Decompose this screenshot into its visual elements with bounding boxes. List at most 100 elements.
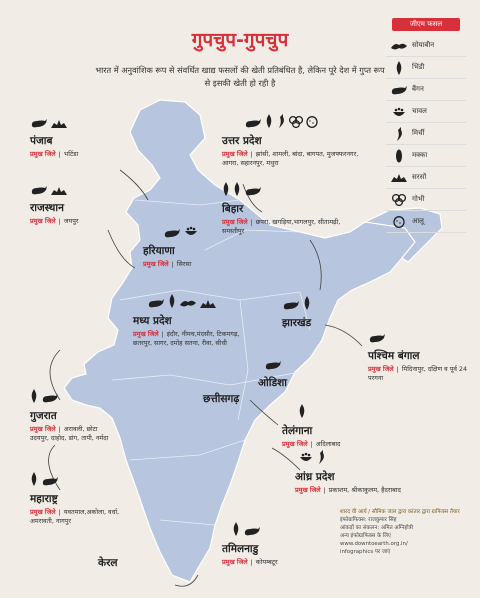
okra-icon xyxy=(232,521,240,540)
region-kerala: केरल xyxy=(98,556,117,570)
legend-label: सोयाबीन xyxy=(412,41,435,49)
legend-label: मिर्ची xyxy=(412,129,425,137)
brinjal-icon xyxy=(244,113,262,132)
brinjal-icon xyxy=(163,223,181,242)
region-punjab: पंजाब प्रमुख जिले | भटिंडा xyxy=(30,119,79,159)
okra-icon xyxy=(298,403,306,422)
brinjal-icon xyxy=(30,113,48,132)
okra-icon xyxy=(168,293,176,312)
legend: जीएम फसल सोयाबीन भिंडी बैंगन चावल मिर्ची मक्क… xyxy=(386,18,466,233)
brinjal-icon xyxy=(264,355,282,374)
region-odisha: ओडिशा xyxy=(258,361,287,390)
okra-icon xyxy=(303,295,311,314)
region-name: तेलंगाना xyxy=(282,425,313,437)
maize-icon xyxy=(386,149,412,163)
mustard-icon xyxy=(386,173,412,182)
region-rajasthan: राजस्थान प्रमुख जिले | जयपुर xyxy=(30,186,79,226)
legend-item: सरसों xyxy=(386,167,466,189)
district-label: प्रमुख जिले xyxy=(143,260,169,268)
region-name: पश्चिम बंगाल xyxy=(368,350,420,362)
legend-label: भिंडी xyxy=(412,63,425,71)
brinjal-icon xyxy=(368,328,386,347)
soybean-icon xyxy=(179,293,197,312)
legend-item: चावल xyxy=(386,101,466,123)
district-list: कोयम्बटूर xyxy=(255,558,278,566)
region-tn: तमिलनाडु प्रमुख जिले | कोयम्बटूर xyxy=(222,522,332,567)
state-borders xyxy=(111,199,311,526)
district-label: प्रमुख जिले xyxy=(30,508,56,516)
region-name: छत्तीसगढ़ xyxy=(203,393,240,405)
district-list: छपरा, खगड़िया,भागलपुर, सीतामढ़ी, समस्तीप… xyxy=(222,218,341,235)
potato-icon xyxy=(386,215,412,228)
brinjal-icon xyxy=(147,293,165,312)
district-label: प्रमुख जिले xyxy=(30,425,56,433)
region-gujarat: गुजरात प्रमुख जिले | अरावली, छोटा उदयपुर, … xyxy=(30,389,110,443)
chilli-icon xyxy=(386,126,412,141)
region-name: महाराष्ट्र xyxy=(30,493,58,505)
region-name: राजस्थान xyxy=(30,202,64,214)
mustard-icon xyxy=(51,113,67,132)
okra-icon xyxy=(233,181,241,200)
district-label: प्रमुख जिले xyxy=(368,365,394,373)
credit-link[interactable]: www.downtoearth.org.in/ xyxy=(340,541,408,547)
region-bihar: बिहार प्रमुख जिले | छपरा, खगड़िया,भागलपुर,… xyxy=(222,182,362,236)
region-ap: आंध्र प्रदेश प्रमुख जिले | प्रकाशम, श्रीका… xyxy=(295,450,425,495)
northeast-region xyxy=(362,207,443,263)
cauliflower-icon xyxy=(386,193,412,206)
district-list: भटिंडा xyxy=(63,150,79,158)
chilli-icon xyxy=(276,113,286,132)
district-label: प्रमुख जिले xyxy=(133,330,159,338)
region-name: झारखंड xyxy=(282,317,312,329)
legend-item: सोयाबीन xyxy=(386,35,466,57)
region-jharkhand: झारखंड xyxy=(282,296,312,330)
credit-line: infographics पर जाएं xyxy=(340,549,391,555)
brinjal-icon xyxy=(41,388,59,407)
district-label: प्रमुख जिले xyxy=(282,440,308,448)
region-name: आंध्र प्रदेश xyxy=(295,471,335,483)
region-up: उत्तर प्रदेश प्रमुख जिले | झांसी, शामली, ब… xyxy=(222,114,372,168)
region-name: तमिलनाडु xyxy=(222,543,259,555)
district-label: प्रमुख जिले xyxy=(222,558,248,566)
legend-item: भिंडी xyxy=(386,57,466,79)
okra-icon xyxy=(30,388,38,407)
region-name: गुजरात xyxy=(30,410,57,422)
okra-icon xyxy=(222,181,230,200)
rice-icon xyxy=(386,105,412,119)
page-subtitle: भारत में अनुवांशिक रूप से संवर्धित खाद्य… xyxy=(95,65,385,88)
district-label: प्रमुख जिले xyxy=(30,217,56,225)
brinjal-icon xyxy=(30,180,48,199)
region-wb: पश्चिम बंगाल प्रमुख जिले | मिदिनापुर, दक्ष… xyxy=(368,334,468,383)
page-title: गुपचुप-गुपचुप xyxy=(191,29,289,51)
district-label: प्रमुख जिले xyxy=(295,486,321,494)
district-list: झांसी, शामली, बांदा, बागपत, मुजफ्फरनगर, … xyxy=(222,150,359,167)
legend-label: बैंगन xyxy=(412,85,424,93)
district-label: प्रमुख जिले xyxy=(222,150,248,158)
brinjal-icon xyxy=(386,85,412,95)
district-list: जयपुर xyxy=(63,217,79,225)
region-chhattisgarh: छत्तीसगढ़ xyxy=(203,392,239,406)
mustard-icon xyxy=(200,293,216,312)
pointer-arrows xyxy=(48,169,363,587)
brinjal-icon xyxy=(41,471,59,490)
legend-label: आलू xyxy=(412,217,424,225)
credit-line: इंफोग्राफिक्स: राजकुमार सिंह xyxy=(340,517,397,523)
region-telangana: तेलंगाना प्रमुख जिले | अदिलाबाद xyxy=(282,404,340,449)
credit-line: अन्य इंफोग्राफिक्स के लिए xyxy=(340,533,391,539)
district-label: प्रमुख जिले xyxy=(30,150,56,158)
potato-icon xyxy=(306,113,318,132)
legend-item: बैंगन xyxy=(386,79,466,101)
legend-label: मक्का xyxy=(412,151,428,159)
rice-icon xyxy=(184,223,198,242)
soybean-icon xyxy=(386,41,412,51)
okra-icon xyxy=(30,471,38,490)
region-mp: मध्य प्रदेश प्रमुख जिले | इंदौर, नीमच,मंदस… xyxy=(133,294,258,348)
region-maharashtra: महाराष्ट्र प्रमुख जिले | यवतमाल,अकोला, वर्… xyxy=(30,472,125,526)
legend-title: जीएम फसल xyxy=(392,18,460,31)
legend-label: गोभी xyxy=(412,195,425,203)
district-list: मिदिनापुर, दक्षिण व पूर्व 24 परगना xyxy=(368,365,468,382)
rice-icon xyxy=(299,449,313,468)
region-name: मध्य प्रदेश xyxy=(133,315,172,327)
district-list: प्रकाशम, श्रीकाकुलम, हैदराबाद xyxy=(328,486,401,494)
district-list: यवतमाल,अकोला, वर्धा, अमरावती, नागपुर xyxy=(30,508,120,525)
